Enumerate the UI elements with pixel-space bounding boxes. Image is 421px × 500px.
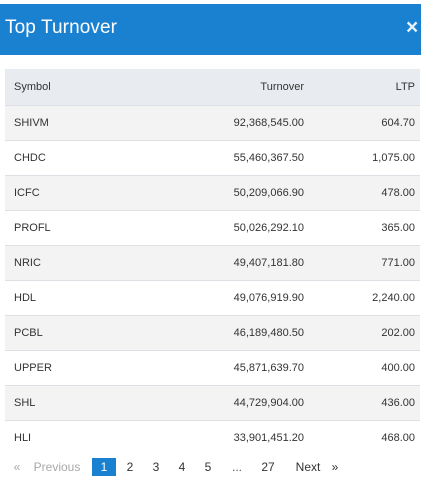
turnover-table: Symbol Turnover LTP SHIVM 92,368,545.00 … — [5, 69, 420, 455]
table-row: UPPER 45,871,639.70 400.00 — [5, 350, 420, 386]
table-row: CHDC 55,460,367.50 1,075.00 — [5, 140, 420, 176]
page-ellipsis: ... — [231, 460, 242, 474]
close-icon[interactable]: × — [406, 16, 419, 39]
table-header-row: Symbol Turnover LTP — [5, 69, 420, 106]
page-4-button[interactable]: 4 — [178, 460, 186, 474]
cell-turnover: 92,368,545.00 — [134, 105, 304, 141]
page-2-button[interactable]: 2 — [126, 460, 134, 474]
cell-turnover: 49,407,181.80 — [134, 245, 304, 281]
background-page-strip — [0, 0, 421, 4]
cell-symbol: UPPER — [5, 350, 134, 386]
cell-turnover: 50,026,292.10 — [134, 210, 304, 246]
cell-symbol: HDL — [5, 280, 134, 316]
cell-turnover: 55,460,367.50 — [134, 140, 304, 176]
table-row: HDL 49,076,919.90 2,240.00 — [5, 280, 420, 316]
next-arrow-icon[interactable]: » — [331, 460, 339, 474]
cell-ltp: 202.00 — [304, 315, 420, 351]
column-header-turnover[interactable]: Turnover — [134, 69, 304, 106]
cell-turnover: 50,209,066.90 — [134, 175, 304, 211]
cell-symbol: PROFL — [5, 210, 134, 246]
cell-ltp: 771.00 — [304, 245, 420, 281]
cell-symbol: HLI — [5, 420, 134, 455]
table-row: NRIC 49,407,181.80 771.00 — [5, 245, 420, 281]
modal-title: Top Turnover — [5, 17, 118, 38]
cell-turnover: 45,871,639.70 — [134, 350, 304, 386]
table-row: PROFL 50,026,292.10 365.00 — [5, 210, 420, 246]
cell-turnover: 46,189,480.50 — [134, 315, 304, 351]
pagination: « Previous 1 2 3 4 5 ... 27 Next » — [0, 456, 421, 478]
table-row: SHIVM 92,368,545.00 604.70 — [5, 105, 420, 141]
cell-symbol: ICFC — [5, 175, 134, 211]
page-5-button[interactable]: 5 — [204, 460, 212, 474]
page-27-button[interactable]: 27 — [261, 460, 275, 474]
cell-ltp: 478.00 — [304, 175, 420, 211]
table-row: PCBL 46,189,480.50 202.00 — [5, 315, 420, 351]
column-header-symbol[interactable]: Symbol — [5, 69, 134, 106]
cell-ltp: 468.00 — [304, 420, 420, 455]
modal-header: Top Turnover × — [0, 4, 421, 55]
cell-symbol: NRIC — [5, 245, 134, 281]
cell-ltp: 2,240.00 — [304, 280, 420, 316]
cell-ltp: 365.00 — [304, 210, 420, 246]
previous-button: Previous — [33, 460, 81, 474]
next-button[interactable]: Next — [295, 460, 321, 474]
cell-symbol: CHDC — [5, 140, 134, 176]
turnover-table-container: Symbol Turnover LTP SHIVM 92,368,545.00 … — [5, 69, 420, 455]
cell-turnover: 33,901,451.20 — [134, 420, 304, 455]
cell-ltp: 400.00 — [304, 350, 420, 386]
cell-turnover: 49,076,919.90 — [134, 280, 304, 316]
table-row: ICFC 50,209,066.90 478.00 — [5, 175, 420, 211]
cell-turnover: 44,729,904.00 — [134, 385, 304, 421]
cell-symbol: SHL — [5, 385, 134, 421]
cell-ltp: 604.70 — [304, 105, 420, 141]
page-1-button[interactable]: 1 — [92, 458, 116, 476]
table-row: HLI 33,901,451.20 468.00 — [5, 420, 420, 455]
prev-arrow-icon: « — [13, 460, 21, 474]
cell-symbol: PCBL — [5, 315, 134, 351]
cell-ltp: 436.00 — [304, 385, 420, 421]
cell-ltp: 1,075.00 — [304, 140, 420, 176]
page-3-button[interactable]: 3 — [152, 460, 160, 474]
column-header-ltp[interactable]: LTP — [304, 69, 420, 106]
cell-symbol: SHIVM — [5, 105, 134, 141]
table-row: SHL 44,729,904.00 436.00 — [5, 385, 420, 421]
